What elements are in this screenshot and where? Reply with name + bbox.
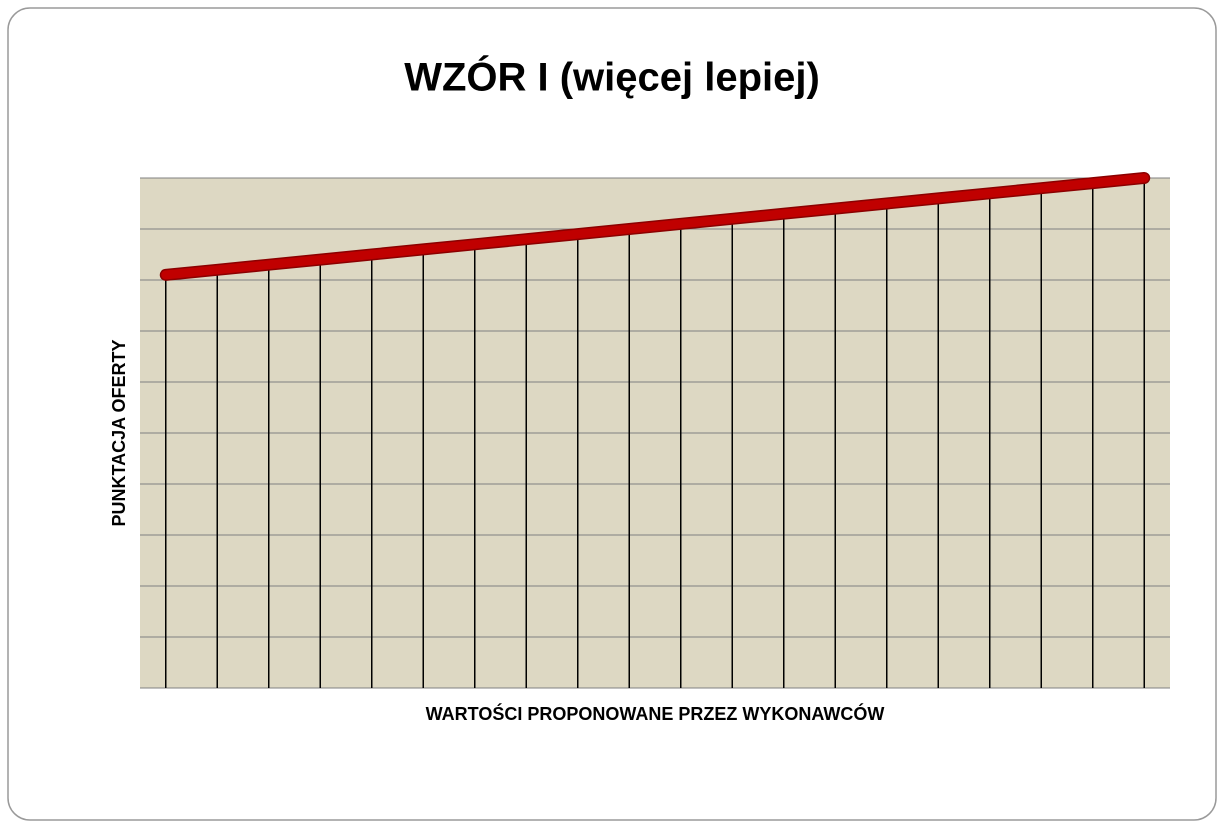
series-line <box>161 173 1149 280</box>
x-axis-label: WARTOŚCI PROPONOWANE PRZEZ WYKONAWCÓW <box>426 703 885 724</box>
y-axis-label: PUNKTACJA OFERTY <box>109 339 129 526</box>
chart-title: WZÓR I (więcej lepiej) <box>404 54 820 100</box>
